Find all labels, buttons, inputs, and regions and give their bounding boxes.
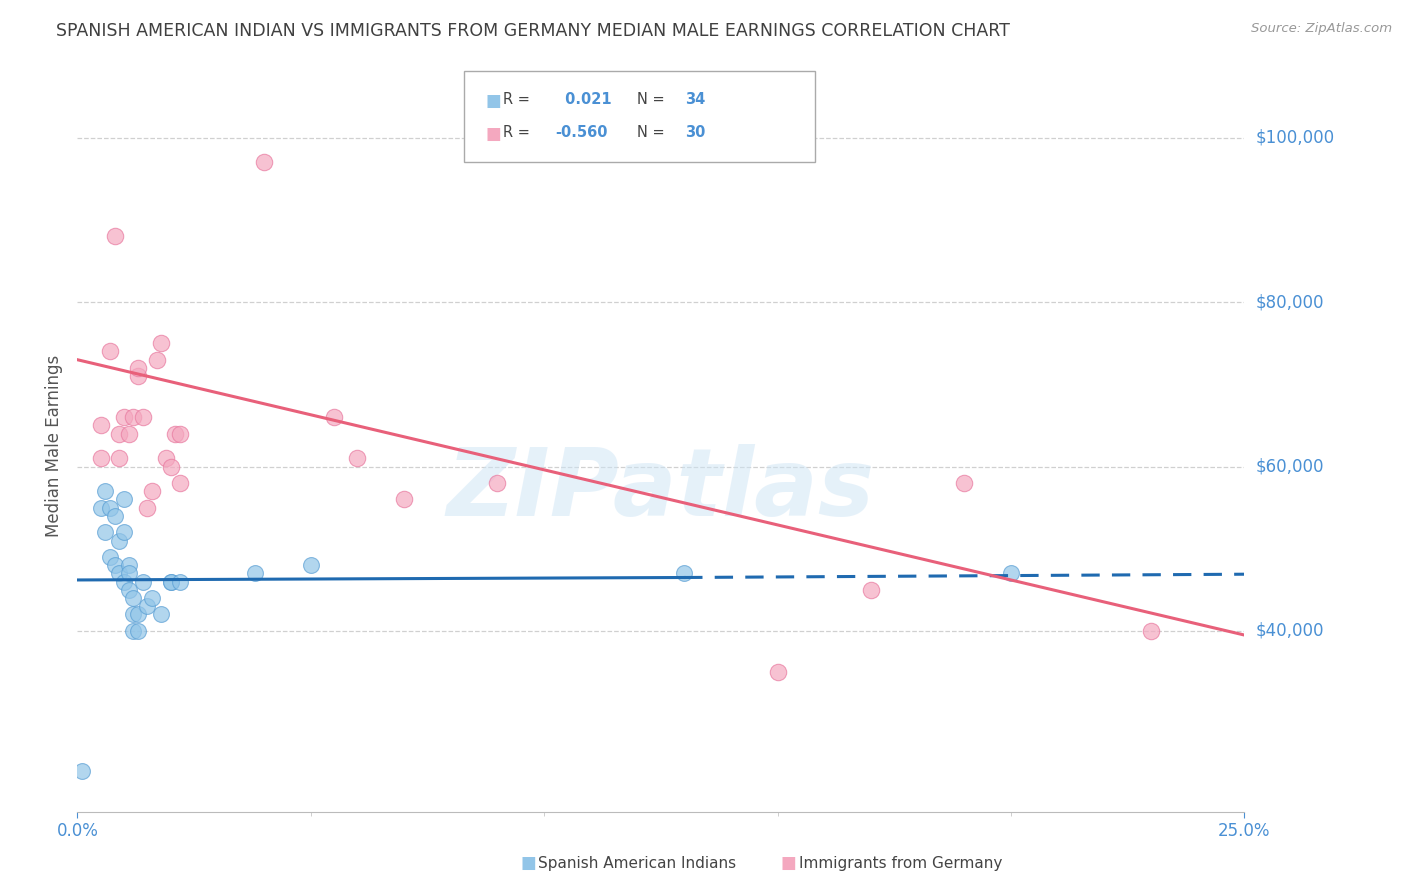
Point [859,582,882,597]
Point [127,360,149,375]
Point [108,533,131,548]
Point [98,344,121,359]
Point [159,574,181,589]
Point [98,549,121,564]
Text: 34: 34 [685,92,704,107]
Point [323,410,346,425]
Point [104,229,127,244]
Text: $60,000: $60,000 [1256,458,1324,475]
Point [299,558,322,573]
Point [80,879,103,892]
Point [118,558,141,573]
Point [136,599,159,614]
Point [70,764,93,778]
Text: 0.021: 0.021 [560,92,612,107]
Text: ZIPatlas: ZIPatlas [447,444,875,536]
Point [953,475,976,490]
Point [127,624,149,638]
Point [112,492,135,507]
Text: Immigrants from Germany: Immigrants from Germany [799,856,1002,871]
Point [108,426,131,441]
Text: ■: ■ [485,92,501,110]
Point [253,155,276,169]
Point [150,336,173,351]
Point [131,410,153,425]
Point [169,426,191,441]
Point [108,566,131,581]
Point [1000,566,1022,581]
Point [159,574,181,589]
Point [486,475,509,490]
Point [108,451,131,466]
Point [94,484,117,499]
Point [112,574,135,589]
Point [392,492,415,507]
Text: ■: ■ [520,855,536,872]
Point [145,352,167,367]
Point [155,451,177,466]
Point [141,591,163,605]
Point [118,582,141,597]
Point [159,459,181,474]
Point [673,566,696,581]
Point [122,410,145,425]
Text: Source: ZipAtlas.com: Source: ZipAtlas.com [1251,22,1392,36]
Point [165,426,187,441]
Text: $40,000: $40,000 [1256,622,1324,640]
Point [141,484,163,499]
Text: SPANISH AMERICAN INDIAN VS IMMIGRANTS FROM GERMANY MEDIAN MALE EARNINGS CORRELAT: SPANISH AMERICAN INDIAN VS IMMIGRANTS FR… [56,22,1010,40]
Point [98,500,121,515]
Text: R =: R = [503,92,530,107]
Y-axis label: Median Male Earnings: Median Male Earnings [45,355,63,537]
Point [94,525,117,540]
Point [118,426,141,441]
Text: $80,000: $80,000 [1256,293,1324,311]
Point [346,451,368,466]
Text: -0.560: -0.560 [555,125,607,140]
Point [90,418,112,433]
Point [122,624,145,638]
Point [127,369,149,384]
Point [766,665,789,679]
Text: 30: 30 [685,125,704,140]
Text: N =: N = [637,92,665,107]
Point [169,475,191,490]
Point [127,607,149,622]
Point [112,525,135,540]
Point [131,574,153,589]
Point [1140,624,1163,638]
Point [169,574,191,589]
Text: $100,000: $100,000 [1256,128,1334,147]
Text: Spanish American Indians: Spanish American Indians [538,856,737,871]
Point [112,410,135,425]
Point [243,566,266,581]
Point [118,566,141,581]
Text: ■: ■ [780,855,796,872]
Point [90,451,112,466]
Text: ■: ■ [485,125,501,143]
Point [136,500,159,515]
Text: N =: N = [637,125,665,140]
Point [104,508,127,523]
Point [122,607,145,622]
Point [122,591,145,605]
Point [104,558,127,573]
Point [150,607,173,622]
Text: R =: R = [503,125,530,140]
Point [90,500,112,515]
